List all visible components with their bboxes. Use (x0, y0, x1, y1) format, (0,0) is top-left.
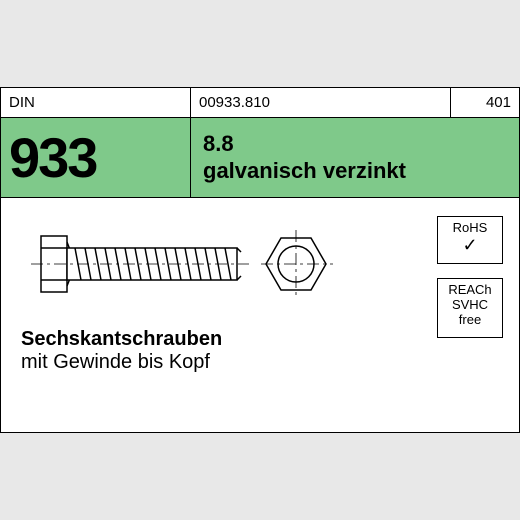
standard-number: 933 (9, 130, 96, 186)
standard-number-cell: 933 (1, 118, 191, 197)
right-code: 401 (486, 94, 511, 111)
reach-line1: REACh (438, 283, 502, 298)
rohs-label: RoHS (438, 221, 502, 236)
header-row: DIN 00933.810 401 (1, 88, 519, 118)
grade-finish-cell: 8.8 galvanisch verzinkt (191, 118, 519, 197)
reach-line2: SVHC (438, 298, 502, 313)
description-block: Sechskantschrauben mit Gewinde bis Kopf (21, 328, 222, 374)
reach-badge: REACh SVHC free (437, 278, 503, 338)
rohs-badge: RoHS ✓ (437, 216, 503, 264)
body-area: Sechskantschrauben mit Gewinde bis Kopf … (1, 198, 519, 432)
code-cell: 00933.810 (191, 88, 451, 117)
green-band: 933 8.8 galvanisch verzinkt (1, 118, 519, 198)
finish-text: galvanisch verzinkt (203, 158, 507, 184)
din-label: DIN (9, 94, 35, 111)
description-line2: mit Gewinde bis Kopf (21, 351, 222, 374)
bolt-drawing (21, 214, 341, 314)
right-code-cell: 401 (451, 88, 519, 117)
product-code: 00933.810 (199, 94, 270, 111)
grade-text: 8.8 (203, 131, 507, 157)
reach-line3: free (438, 313, 502, 328)
description-line1: Sechskantschrauben (21, 328, 222, 351)
product-card: DIN 00933.810 401 933 8.8 galvanisch ver… (0, 87, 520, 433)
check-icon: ✓ (438, 236, 502, 254)
din-cell: DIN (1, 88, 191, 117)
